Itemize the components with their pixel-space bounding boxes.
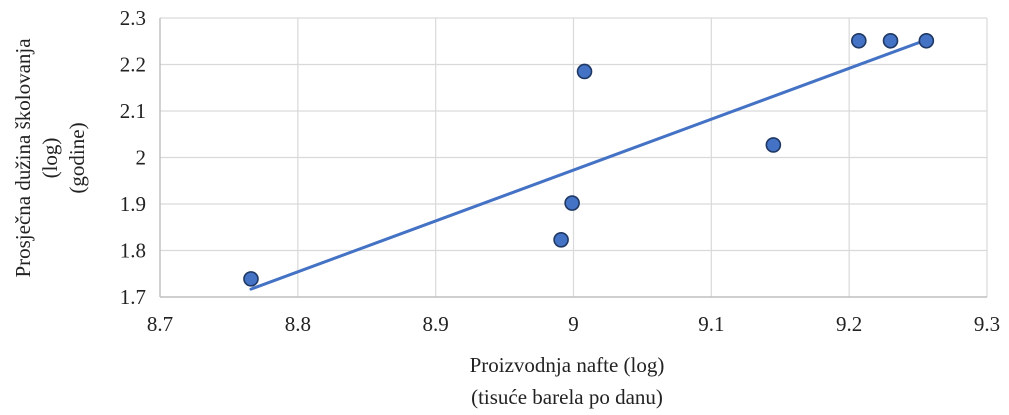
y-axis-title-line3: (godine) (65, 122, 89, 193)
y-tick-label: 1.7 (120, 285, 146, 309)
y-tick-label: 2.1 (120, 99, 146, 123)
points-layer (243, 32, 935, 287)
x-tick-label: 8.9 (423, 312, 449, 336)
x-tick-label: 9.3 (974, 312, 1000, 336)
x-tick-label: 8.8 (285, 312, 311, 336)
x-axis-title-line2: (tisuće barela po danu) (471, 385, 663, 409)
data-point (851, 32, 867, 49)
y-axis-title-line1: Prosječna dužina školovanja (11, 38, 35, 278)
data-point (882, 32, 899, 49)
x-tick-label: 8.7 (147, 312, 173, 336)
data-point (553, 232, 569, 248)
x-tick-label: 9 (568, 312, 579, 336)
data-point (765, 137, 782, 153)
y-tick-label: 2.2 (120, 53, 146, 77)
data-point (564, 195, 580, 211)
x-axis-title-line1: Proizvodnja nafte (log) (470, 353, 665, 377)
data-point (576, 63, 593, 80)
y-axis-title: Prosječna dužina školovanja (log) (godin… (11, 38, 89, 278)
y-tick-labels: 1.7 1.8 1.9 2 2.1 2.2 2.3 (120, 6, 146, 309)
axes (159, 18, 987, 298)
data-point (243, 271, 259, 287)
x-tick-labels: 8.7 8.8 8.9 9 9.1 9.2 9.3 (147, 312, 1000, 336)
y-tick-label: 1.8 (120, 239, 146, 263)
x-tick-label: 9.2 (836, 312, 862, 336)
y-tick-label: 1.9 (120, 192, 146, 216)
y-tick-label: 2 (136, 146, 147, 170)
x-tick-label: 9.1 (698, 312, 724, 336)
y-axis-title-line2: (log) (38, 138, 62, 179)
trendline (249, 38, 928, 291)
trendline-layer (249, 38, 928, 291)
grid (160, 17, 988, 297)
data-point (918, 32, 935, 49)
y-tick-label: 2.3 (120, 6, 146, 30)
